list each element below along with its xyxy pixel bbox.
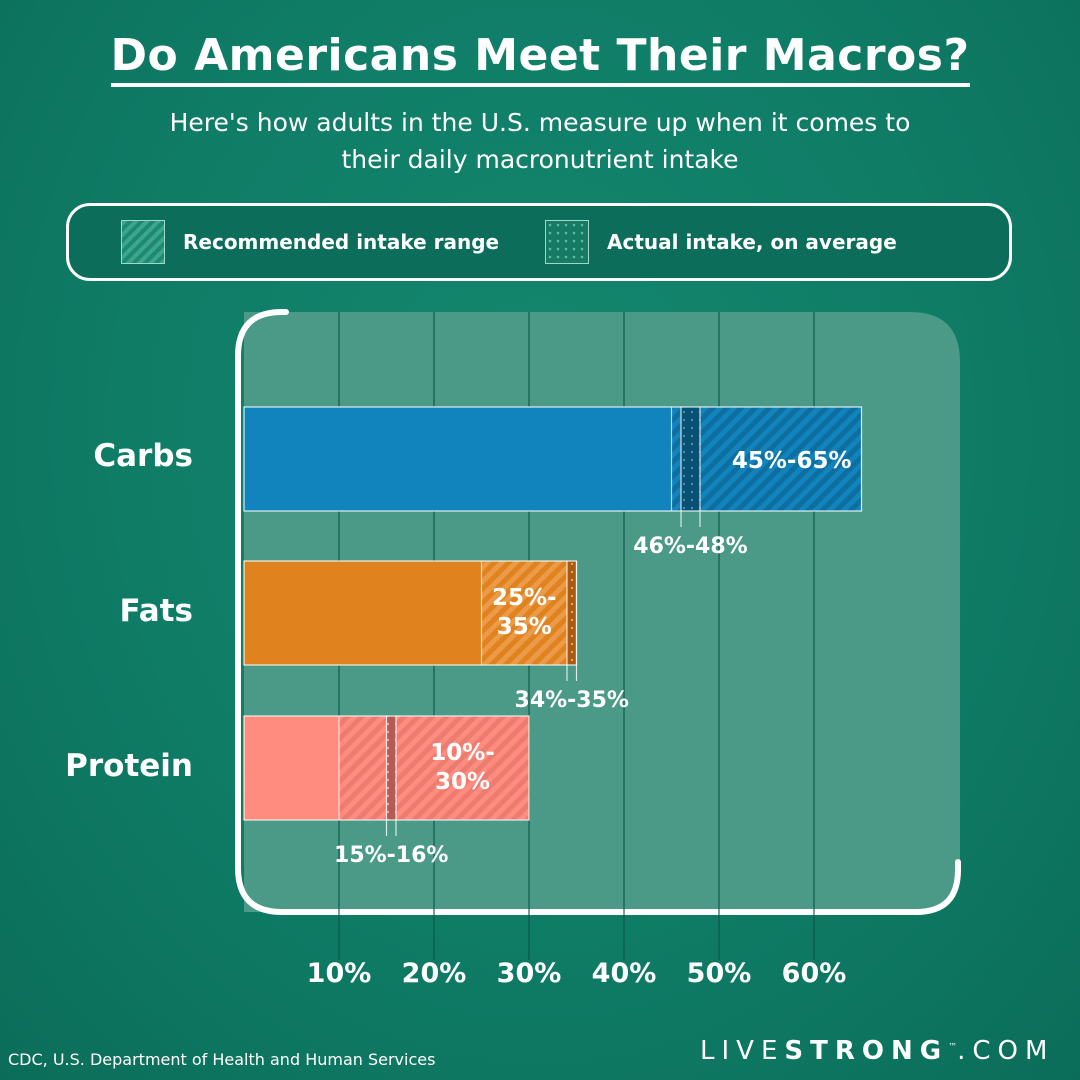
legend-label-recommended: Recommended intake range bbox=[183, 230, 500, 254]
bar-fats-base bbox=[244, 561, 482, 665]
bar-protein-actual bbox=[386, 716, 396, 820]
bar-protein-base bbox=[244, 716, 339, 820]
x-tick-label-10pct: 10% bbox=[307, 958, 372, 989]
bar-carbs-outline bbox=[243, 406, 863, 512]
category-label-carbs: Carbs bbox=[93, 438, 193, 474]
data-label-protein-actual: 15%-16% bbox=[334, 843, 448, 868]
bar-carbs-actual bbox=[681, 407, 700, 511]
actual-intake-swatch bbox=[545, 220, 589, 264]
bar-carbs-base bbox=[244, 407, 672, 511]
bar-fats-recommended bbox=[481, 561, 577, 665]
source-citation: CDC, U.S. Department of Health and Human… bbox=[8, 1050, 436, 1069]
chart-frame bbox=[235, 309, 961, 915]
brand-suffix: .COM bbox=[957, 1036, 1055, 1066]
chart-title-text: Do Americans Meet Their Macros? bbox=[110, 30, 970, 87]
legend-item-actual: Actual intake, on average bbox=[545, 220, 897, 264]
data-label-carbs-recommended: 45%-65% bbox=[732, 448, 852, 474]
bar-fats-actual bbox=[567, 561, 577, 665]
brand-tm: ™ bbox=[948, 1042, 958, 1053]
bar-carbs-recommended bbox=[671, 407, 862, 511]
x-tick-label-60pct: 60% bbox=[782, 958, 847, 989]
data-label-protein-recommended: 10%-30% bbox=[430, 740, 495, 795]
data-label-carbs-actual: 46%-48% bbox=[633, 534, 747, 559]
chart-subtitle: Here's how adults in the U.S. measure up… bbox=[169, 108, 911, 174]
x-tick-label-30pct: 30% bbox=[497, 958, 562, 989]
x-tick-label-50pct: 50% bbox=[687, 958, 752, 989]
recommended-range-swatch bbox=[121, 220, 165, 264]
brand-logo: LIVESTRONG™.COM bbox=[700, 1036, 1054, 1066]
chart-title: Do Americans Meet Their Macros? bbox=[0, 30, 1080, 87]
x-tick-label-40pct: 40% bbox=[592, 958, 657, 989]
category-label-fats: Fats bbox=[119, 593, 193, 629]
bar-protein-recommended bbox=[339, 716, 529, 820]
legend-label-actual: Actual intake, on average bbox=[607, 230, 897, 254]
brand-light: LIVE bbox=[700, 1036, 785, 1066]
data-label-fats-actual: 34%-35% bbox=[515, 688, 629, 713]
legend: Recommended intake range Actual intake, … bbox=[66, 203, 1012, 281]
x-tick-label-20pct: 20% bbox=[402, 958, 467, 989]
legend-item-recommended: Recommended intake range bbox=[121, 220, 499, 264]
brand-bold: STRONG bbox=[784, 1036, 949, 1066]
data-label-fats-recommended: 25%-35% bbox=[492, 585, 557, 640]
category-label-protein: Protein bbox=[65, 748, 193, 784]
